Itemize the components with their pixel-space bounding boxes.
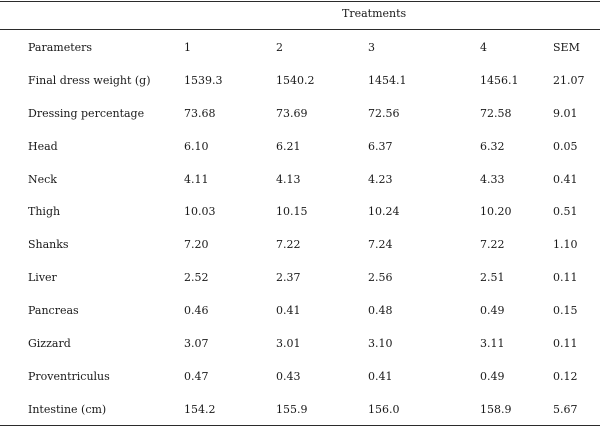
treatment-3-value: 0.41 xyxy=(368,370,393,383)
table-row: Shanks 7.20 7.22 7.24 7.22 1.10 xyxy=(0,238,600,252)
treatment-1-value: 6.10 xyxy=(184,140,209,153)
sem-value: 0.11 xyxy=(553,271,578,284)
table-row: Final dress weight (g) 1539.3 1540.2 145… xyxy=(0,74,600,88)
treatment-2-value: 73.69 xyxy=(276,107,308,120)
treatment-1-value: 3.07 xyxy=(184,337,209,350)
row-label: Final dress weight (g) xyxy=(28,74,151,87)
sem-value: 1.10 xyxy=(553,238,578,251)
treatment-4-value: 4.33 xyxy=(480,173,505,186)
sem-value: 5.67 xyxy=(553,403,578,416)
treatment-1-value: 2.52 xyxy=(184,271,209,284)
treatment-1-value: 7.20 xyxy=(184,238,209,251)
table-row: Neck 4.11 4.13 4.23 4.33 0.41 xyxy=(0,173,600,187)
table-row: Gizzard 3.07 3.01 3.10 3.11 0.11 xyxy=(0,337,600,351)
treatment-2-value: 0.43 xyxy=(276,370,301,383)
treatment-3-value: 1454.1 xyxy=(368,74,407,87)
row-label: Thigh xyxy=(28,205,61,218)
row-label: Intestine (cm) xyxy=(28,403,107,416)
treatment-4-value: 158.9 xyxy=(480,403,512,416)
row-label: Dressing percentage xyxy=(28,107,145,120)
table-top-rule xyxy=(0,1,600,2)
treatment-1-value: 154.2 xyxy=(184,403,216,416)
treatment-2-value: 3.01 xyxy=(276,337,301,350)
column-header-sem: SEM xyxy=(553,41,580,54)
table-row: Intestine (cm) 154.2 155.9 156.0 158.9 5… xyxy=(0,403,600,417)
treatment-4-value: 6.32 xyxy=(480,140,505,153)
sem-value: 0.51 xyxy=(553,205,578,218)
row-label: Liver xyxy=(28,271,57,284)
treatment-2-value: 7.22 xyxy=(276,238,301,251)
treatment-2-value: 1540.2 xyxy=(276,74,315,87)
treatment-3-value: 4.23 xyxy=(368,173,393,186)
sem-value: 0.41 xyxy=(553,173,578,186)
treatment-3-value: 2.56 xyxy=(368,271,393,284)
treatment-1-value: 0.47 xyxy=(184,370,209,383)
row-label: Gizzard xyxy=(28,337,71,350)
treatment-4-value: 0.49 xyxy=(480,304,505,317)
treatment-1-value: 73.68 xyxy=(184,107,216,120)
table-row: Liver 2.52 2.37 2.56 2.51 0.11 xyxy=(0,271,600,285)
column-header-parameters: Parameters xyxy=(28,41,93,54)
column-header-treatment-3: 3 xyxy=(368,41,375,54)
row-label: Pancreas xyxy=(28,304,79,317)
table-row: Dressing percentage 73.68 73.69 72.56 72… xyxy=(0,107,600,121)
column-header-treatment-2: 2 xyxy=(276,41,283,54)
treatment-2-value: 155.9 xyxy=(276,403,308,416)
treatments-group-header: Treatments xyxy=(342,7,407,20)
treatment-1-value: 4.11 xyxy=(184,173,209,186)
treatment-1-value: 0.46 xyxy=(184,304,209,317)
treatment-4-value: 10.20 xyxy=(480,205,512,218)
treatment-3-value: 72.56 xyxy=(368,107,400,120)
treatment-2-value: 6.21 xyxy=(276,140,301,153)
treatment-4-value: 72.58 xyxy=(480,107,512,120)
column-header-row: Parameters 1 2 3 4 SEM xyxy=(0,41,600,55)
row-label: Head xyxy=(28,140,58,153)
sem-value: 21.07 xyxy=(553,74,585,87)
treatment-4-value: 0.49 xyxy=(480,370,505,383)
treatment-3-value: 6.37 xyxy=(368,140,393,153)
column-header-treatment-1: 1 xyxy=(184,41,191,54)
table-row: Thigh 10.03 10.15 10.24 10.20 0.51 xyxy=(0,205,600,219)
table-row: Head 6.10 6.21 6.37 6.32 0.05 xyxy=(0,140,600,154)
treatment-4-value: 3.11 xyxy=(480,337,505,350)
row-label: Shanks xyxy=(28,238,69,251)
table-row: Proventriculus 0.47 0.43 0.41 0.49 0.12 xyxy=(0,370,600,384)
treatment-1-value: 1539.3 xyxy=(184,74,223,87)
sem-value: 0.11 xyxy=(553,337,578,350)
treatment-2-value: 4.13 xyxy=(276,173,301,186)
treatment-3-value: 156.0 xyxy=(368,403,400,416)
treatment-3-value: 3.10 xyxy=(368,337,393,350)
treatment-4-value: 7.22 xyxy=(480,238,505,251)
row-label: Proventriculus xyxy=(28,370,110,383)
treatment-4-value: 1456.1 xyxy=(480,74,519,87)
table-header-rule xyxy=(0,29,600,30)
treatment-4-value: 2.51 xyxy=(480,271,505,284)
treatment-2-value: 0.41 xyxy=(276,304,301,317)
treatment-2-value: 2.37 xyxy=(276,271,301,284)
sem-value: 0.15 xyxy=(553,304,578,317)
treatment-3-value: 0.48 xyxy=(368,304,393,317)
treatment-3-value: 7.24 xyxy=(368,238,393,251)
sem-value: 9.01 xyxy=(553,107,578,120)
sem-value: 0.05 xyxy=(553,140,578,153)
row-label: Neck xyxy=(28,173,57,186)
sem-value: 0.12 xyxy=(553,370,578,383)
treatment-2-value: 10.15 xyxy=(276,205,308,218)
treatment-3-value: 10.24 xyxy=(368,205,400,218)
table-row: Pancreas 0.46 0.41 0.48 0.49 0.15 xyxy=(0,304,600,318)
treatment-1-value: 10.03 xyxy=(184,205,216,218)
table-bottom-rule xyxy=(0,425,600,426)
column-header-treatment-4: 4 xyxy=(480,41,487,54)
